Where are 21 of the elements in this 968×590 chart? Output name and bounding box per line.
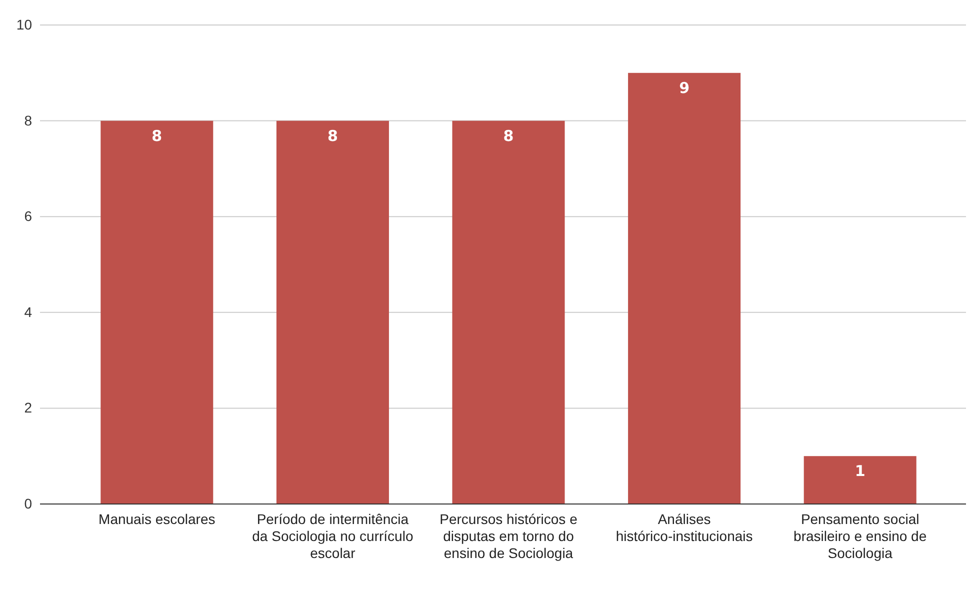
data-label: 9	[679, 78, 690, 97]
data-label: 1	[854, 462, 866, 480]
data-label: 8	[152, 126, 162, 145]
data-label: 8	[327, 126, 338, 145]
y-tick-label: 8	[24, 112, 32, 128]
x-tick-label: Período de intermitência da Sociologia no currículo escolar	[252, 511, 414, 561]
data-label: 8	[503, 126, 514, 145]
x-tick-label: Percursos históricos e disputas em torno do ensino de Sociologia	[440, 511, 578, 561]
bar	[100, 120, 214, 504]
bar	[628, 72, 741, 504]
y-tick-label: 2	[24, 400, 32, 416]
x-tick-label: Manuais escolares	[98, 511, 216, 527]
bar	[804, 456, 916, 504]
y-tick-label: 0	[24, 495, 32, 512]
bar	[452, 120, 565, 504]
x-tick-label: Pensamento social brasileiro e ensino de Sociologia	[794, 511, 927, 561]
bar	[276, 120, 389, 504]
y-tick-label: 10	[16, 16, 32, 32]
y-tick-label: 4	[24, 304, 32, 320]
x-tick-label: Análises histórico-institucionais	[616, 511, 753, 544]
y-tick-label: 6	[24, 208, 32, 224]
